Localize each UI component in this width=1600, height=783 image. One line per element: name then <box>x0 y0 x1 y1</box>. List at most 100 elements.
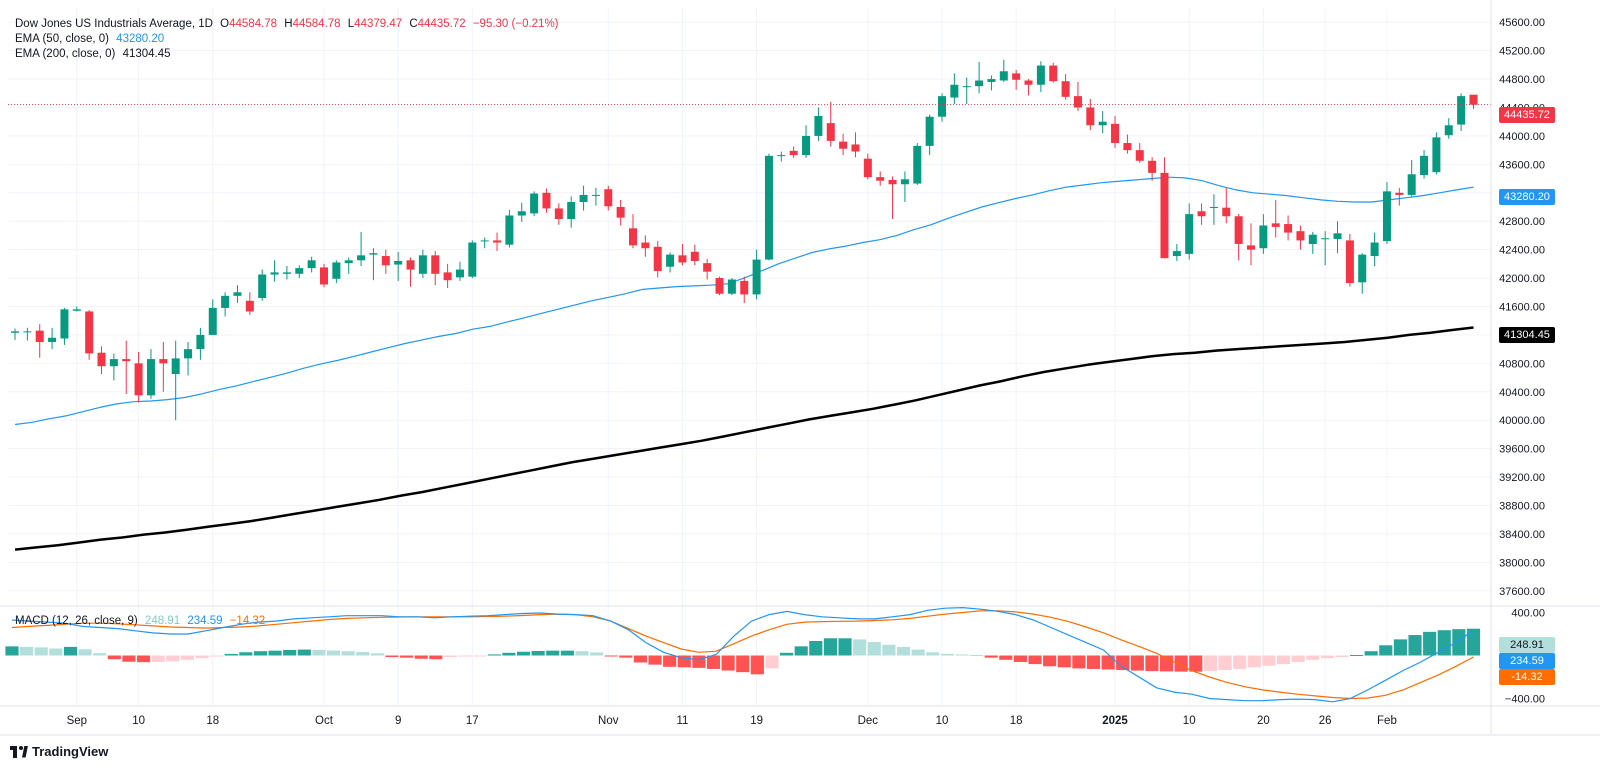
price-tick-label: 38800.00 <box>1499 501 1545 513</box>
candle-up <box>814 107 823 141</box>
time-tick-label: 9 <box>395 715 401 727</box>
macd-histogram-bar <box>1306 655 1320 660</box>
macd-legend[interactable]: MACD (12, 26, close, 9) 248.91 234.59 −1… <box>15 614 269 628</box>
candle-up <box>171 340 180 421</box>
candle-body <box>1185 214 1194 254</box>
candle-down <box>542 188 551 213</box>
candle-body <box>480 240 489 242</box>
candle-up <box>11 328 19 340</box>
macd-histogram-bar <box>107 655 121 660</box>
candle-body <box>517 211 526 216</box>
candle-up <box>48 327 57 350</box>
time-tick-label: 26 <box>1319 715 1332 727</box>
macd-histogram-bar <box>999 655 1013 660</box>
candle-body <box>109 359 118 367</box>
price-tick-label: 43600.00 <box>1499 159 1545 171</box>
candle-up <box>1259 214 1268 254</box>
candle-body <box>307 260 316 269</box>
macd-histogram-bar <box>93 653 107 656</box>
candle-body <box>1259 225 1268 249</box>
candle-body <box>171 358 180 375</box>
macd-histogram-bar <box>1393 639 1407 656</box>
macd-panel <box>5 606 1481 703</box>
candle-body <box>764 155 773 260</box>
candle-up <box>1098 111 1107 134</box>
ema200-line <box>14 326 1474 551</box>
ema50-value: 43280.20 <box>116 33 165 45</box>
candle-body <box>394 261 403 265</box>
candle-body <box>1444 125 1453 136</box>
ema50-label: EMA (50, close, 0) <box>15 33 109 45</box>
macd-histogram-bar <box>648 655 662 665</box>
macd-histogram-bar <box>20 646 34 656</box>
time-tick-label: 2025 <box>1102 715 1128 727</box>
ema200-line-group <box>14 326 1474 551</box>
candle-body <box>616 207 625 218</box>
macd-histogram-bar <box>619 655 633 658</box>
candle-down <box>888 176 897 220</box>
candle-body <box>715 278 724 294</box>
macd-histogram-bar <box>1437 630 1451 656</box>
candle-down <box>159 342 168 392</box>
candle-up <box>357 231 366 266</box>
candle-down <box>1148 157 1157 181</box>
axes: 37600.00 38000.00 38400.00 38800.00 39200.00… <box>0 0 1600 736</box>
candle-body <box>1271 223 1280 227</box>
candle-down <box>1049 62 1058 83</box>
candle-body <box>1209 207 1218 208</box>
candle-body <box>925 116 934 146</box>
ema50-price-tag: 43280.20 <box>1499 189 1555 205</box>
macd-histogram-bar <box>750 655 764 675</box>
candle-body <box>1024 80 1033 85</box>
candle-up <box>1333 221 1342 254</box>
time-tick-label: 20 <box>1257 715 1270 727</box>
candle-up <box>1420 150 1429 179</box>
candle-body <box>455 269 464 278</box>
candle-body <box>184 349 193 359</box>
ema200-label: EMA (200, close, 0) <box>15 48 116 60</box>
ema50-legend[interactable]: EMA (50, close, 0) 43280.20 <box>15 32 168 46</box>
candle-body <box>962 86 971 88</box>
candle-body <box>863 158 872 178</box>
ema200-legend[interactable]: EMA (200, close, 0) 41304.45 <box>15 47 175 61</box>
candle-down <box>493 232 502 252</box>
macd-histogram-bar <box>940 653 954 656</box>
macd-histogram-bar <box>692 655 706 668</box>
macd-histogram-bar <box>896 646 911 656</box>
macd-histogram-bar <box>867 642 881 656</box>
candle-body <box>443 272 452 281</box>
price-tick-label: 40800.00 <box>1499 358 1545 370</box>
candle-body <box>1382 191 1391 242</box>
price-tick-label: 42000.00 <box>1499 273 1545 285</box>
tradingview-brand[interactable]: TradingView <box>10 744 108 759</box>
candle-up <box>295 265 304 279</box>
candle-body <box>295 268 304 274</box>
candle-down <box>1061 74 1070 100</box>
candle-down <box>1135 143 1144 163</box>
macd-histogram-bar <box>1043 655 1057 667</box>
macd-histogram-bar <box>531 650 545 656</box>
candle-body <box>1098 121 1107 126</box>
candle-body <box>1308 234 1317 244</box>
candle-down <box>1469 94 1478 109</box>
price-tick-label: 39200.00 <box>1499 472 1545 484</box>
candle-body <box>913 145 922 184</box>
macd-line <box>11 606 1474 703</box>
candle-up <box>282 265 291 280</box>
symbol-title: Dow Jones US Industrials Average, 1D <box>15 18 213 30</box>
candle-down <box>1197 203 1206 225</box>
candle-down <box>1296 225 1305 250</box>
macd-histogram-bar <box>443 655 458 658</box>
candle-body <box>789 150 798 156</box>
time-tick-label: Oct <box>315 715 334 727</box>
candle-body <box>258 274 267 298</box>
candle-up <box>72 306 81 312</box>
macd-histogram-bar <box>926 652 940 656</box>
candle-up <box>1382 182 1391 244</box>
candle-body <box>554 208 563 220</box>
macd-histogram-bar <box>253 651 268 656</box>
candle-body <box>591 194 600 196</box>
price-tick-label: 38000.00 <box>1499 557 1545 569</box>
candle-up <box>752 249 761 300</box>
